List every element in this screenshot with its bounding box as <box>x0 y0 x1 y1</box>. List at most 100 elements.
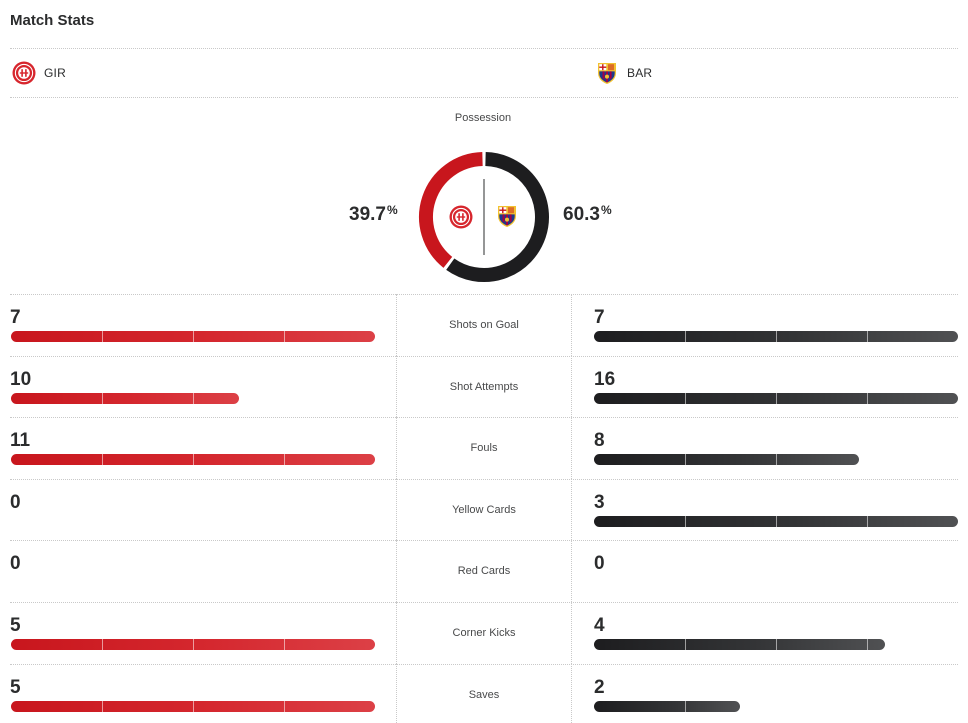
stat-label: Corner Kicks <box>452 627 516 639</box>
away-possession-value: 60.3% <box>563 203 612 225</box>
home-stat-bar <box>11 701 375 712</box>
column-divider <box>396 540 397 602</box>
home-stat-value: 5 <box>10 615 21 636</box>
column-divider <box>396 417 397 479</box>
bar-tick <box>193 701 194 712</box>
home-stat-bar <box>11 454 375 465</box>
divider <box>10 602 958 603</box>
column-divider <box>396 664 397 723</box>
bar-tick <box>102 454 103 465</box>
away-stat-bar <box>594 454 859 465</box>
home-team-header[interactable]: GIR <box>12 60 66 86</box>
bar-tick <box>102 701 103 712</box>
home-stat-value: 0 <box>10 492 21 513</box>
bar-tick <box>685 639 686 650</box>
home-possession-arc <box>419 152 483 268</box>
home-possession-value: 39.7% <box>349 203 398 225</box>
possession-label: Possession <box>454 112 512 124</box>
away-team-header[interactable]: BAR <box>595 60 652 86</box>
bar-tick <box>284 639 285 650</box>
bar-tick <box>685 454 686 465</box>
stat-row: 0 Yellow Cards 3 <box>10 479 958 541</box>
away-stat-bar <box>594 331 958 342</box>
bar-tick <box>685 516 686 527</box>
home-stat-value: 5 <box>10 677 21 698</box>
away-stat-value: 4 <box>594 615 605 636</box>
column-divider <box>396 294 397 356</box>
stat-row: 11 Fouls 8 <box>10 417 958 480</box>
home-stat-value: 7 <box>10 307 21 328</box>
away-stat-bar <box>594 393 958 404</box>
possession-donut-chart <box>419 152 549 282</box>
divider <box>10 664 958 665</box>
bar-tick <box>284 331 285 342</box>
bar-tick <box>685 331 686 342</box>
stat-label: Shots on Goal <box>449 319 519 331</box>
stat-label: Red Cards <box>457 565 511 577</box>
away-team-abbr: BAR <box>627 66 653 80</box>
bar-tick <box>685 393 686 404</box>
bar-tick <box>776 393 777 404</box>
away-stat-bar <box>594 639 885 650</box>
bar-tick <box>193 331 194 342</box>
bar-tick <box>193 639 194 650</box>
divider <box>10 479 958 480</box>
bar-tick <box>867 393 868 404</box>
column-divider <box>571 417 572 479</box>
bar-tick <box>193 454 194 465</box>
divider <box>10 417 958 418</box>
bar-tick <box>102 393 103 404</box>
bar-tick <box>284 454 285 465</box>
divider <box>10 356 958 357</box>
column-divider <box>571 356 572 417</box>
barcelona-crest-icon <box>498 206 516 227</box>
home-stat-value: 10 <box>10 369 32 390</box>
home-stat-bar <box>11 393 239 404</box>
barcelona-crest-icon <box>595 61 619 85</box>
bar-tick <box>102 639 103 650</box>
bar-tick <box>776 331 777 342</box>
bar-tick <box>867 331 868 342</box>
home-stat-bar <box>11 331 375 342</box>
bar-tick <box>685 701 686 712</box>
column-divider <box>571 602 572 664</box>
column-divider <box>571 294 572 356</box>
girona-crest-icon <box>449 205 473 229</box>
bar-tick <box>776 454 777 465</box>
away-possession-arc <box>446 152 549 282</box>
divider <box>10 97 958 98</box>
page-title: Match Stats <box>10 12 95 29</box>
bar-tick <box>102 331 103 342</box>
away-stat-bar <box>594 516 958 527</box>
home-stat-value: 11 <box>10 430 31 451</box>
stat-row: 10 Shot Attempts 16 <box>10 356 958 418</box>
stat-label: Yellow Cards <box>452 504 516 516</box>
bar-tick <box>284 701 285 712</box>
home-stat-value: 0 <box>10 553 21 574</box>
column-divider <box>396 356 397 417</box>
bar-tick <box>867 516 868 527</box>
bar-tick <box>776 516 777 527</box>
divider <box>10 48 958 49</box>
column-divider <box>571 479 572 540</box>
away-stat-value: 3 <box>594 492 605 513</box>
column-divider <box>571 664 572 723</box>
bar-tick <box>867 639 868 650</box>
away-stat-value: 2 <box>594 677 605 698</box>
home-stat-bar <box>11 639 375 650</box>
column-divider <box>396 479 397 540</box>
stat-row: 5 Corner Kicks 4 <box>10 602 958 665</box>
away-stat-value: 16 <box>594 369 616 390</box>
stat-row: 0 Red Cards 0 <box>10 540 958 603</box>
away-stat-value: 8 <box>594 430 605 451</box>
away-stat-value: 0 <box>594 553 605 574</box>
stat-label: Fouls <box>470 442 498 454</box>
bar-tick <box>193 393 194 404</box>
stat-label: Saves <box>468 689 500 701</box>
stat-label: Shot Attempts <box>449 381 519 393</box>
stat-row: 7 Shots on Goal 7 <box>10 294 958 357</box>
divider <box>10 540 958 541</box>
divider <box>10 294 958 295</box>
column-divider <box>571 540 572 602</box>
away-stat-value: 7 <box>594 307 605 328</box>
